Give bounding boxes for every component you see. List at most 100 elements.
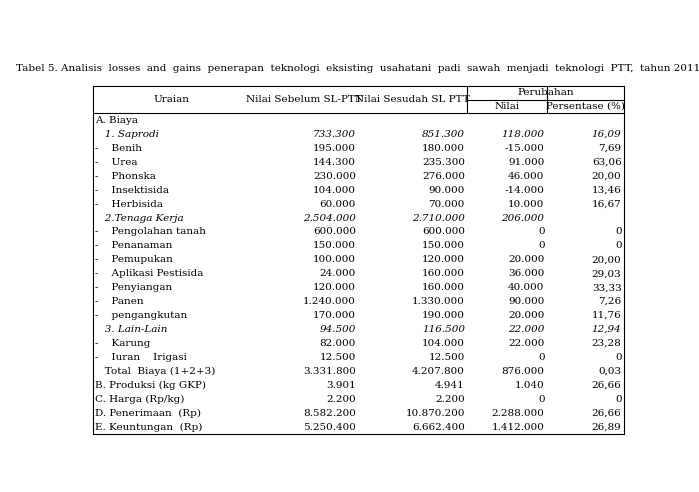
Text: 36.000: 36.000 xyxy=(508,269,545,278)
Text: 180.000: 180.000 xyxy=(422,144,465,153)
Text: -15.000: -15.000 xyxy=(505,144,545,153)
Text: 0: 0 xyxy=(538,353,545,362)
Text: 104.000: 104.000 xyxy=(422,339,465,348)
Text: -    Pemupukan: - Pemupukan xyxy=(95,255,173,264)
Text: 23,28: 23,28 xyxy=(592,339,621,348)
Text: -    Insektisida: - Insektisida xyxy=(95,185,169,195)
Text: E. Keuntungan  (Rp): E. Keuntungan (Rp) xyxy=(95,423,202,431)
Text: 82.000: 82.000 xyxy=(319,339,356,348)
Text: -    pengangkutan: - pengangkutan xyxy=(95,311,187,320)
Text: D. Penerimaan  (Rp): D. Penerimaan (Rp) xyxy=(95,409,201,418)
Text: 2.710.000: 2.710.000 xyxy=(412,214,465,222)
Text: 1.240.000: 1.240.000 xyxy=(303,297,356,306)
Text: 12.500: 12.500 xyxy=(319,353,356,362)
Text: 116.500: 116.500 xyxy=(422,325,465,334)
Text: -    Phonska: - Phonska xyxy=(95,172,156,181)
Text: 170.000: 170.000 xyxy=(313,311,356,320)
Text: 7,26: 7,26 xyxy=(598,297,621,306)
Text: 26,89: 26,89 xyxy=(592,423,621,431)
Text: 3.331.800: 3.331.800 xyxy=(303,367,356,376)
Text: 1.330.000: 1.330.000 xyxy=(412,297,465,306)
Text: 13,46: 13,46 xyxy=(592,185,621,195)
Text: -14.000: -14.000 xyxy=(505,185,545,195)
Text: 11,76: 11,76 xyxy=(592,311,621,320)
Text: 876.000: 876.000 xyxy=(502,367,545,376)
Text: 60.000: 60.000 xyxy=(319,200,356,209)
Text: 10.000: 10.000 xyxy=(508,200,545,209)
Text: 600.000: 600.000 xyxy=(422,227,465,237)
Text: -    Panen: - Panen xyxy=(95,297,143,306)
Text: C. Harga (Rp/kg): C. Harga (Rp/kg) xyxy=(95,395,185,404)
Text: -    Benih: - Benih xyxy=(95,144,142,153)
Text: -    Pengolahan tanah: - Pengolahan tanah xyxy=(95,227,206,237)
Text: 8.582.200: 8.582.200 xyxy=(303,409,356,418)
Text: Tabel 5. Analisis  losses  and  gains  penerapan  teknologi  eksisting  usahatan: Tabel 5. Analisis losses and gains pener… xyxy=(16,64,699,73)
Text: 46.000: 46.000 xyxy=(508,172,545,181)
Text: 20,00: 20,00 xyxy=(592,172,621,181)
Text: 120.000: 120.000 xyxy=(313,283,356,292)
Text: 0: 0 xyxy=(538,395,545,404)
Text: 2.504.000: 2.504.000 xyxy=(303,214,356,222)
Text: 20.000: 20.000 xyxy=(508,311,545,320)
Text: 24.000: 24.000 xyxy=(319,269,356,278)
Text: 10.870.200: 10.870.200 xyxy=(405,409,465,418)
Text: 2.288.000: 2.288.000 xyxy=(491,409,545,418)
Text: 0: 0 xyxy=(538,227,545,237)
Text: 600.000: 600.000 xyxy=(313,227,356,237)
Text: 94.500: 94.500 xyxy=(319,325,356,334)
Text: 150.000: 150.000 xyxy=(422,242,465,250)
Text: Nilai Sebelum SL-PTT: Nilai Sebelum SL-PTT xyxy=(246,95,362,104)
Text: Uraian: Uraian xyxy=(153,95,189,104)
Text: 104.000: 104.000 xyxy=(313,185,356,195)
Text: 1.412.000: 1.412.000 xyxy=(491,423,545,431)
Text: Nilai: Nilai xyxy=(494,102,519,111)
Text: 0,03: 0,03 xyxy=(598,367,621,376)
Text: 235.300: 235.300 xyxy=(422,158,465,167)
Text: Total  Biaya (1+2+3): Total Biaya (1+2+3) xyxy=(95,367,215,376)
Text: 70.000: 70.000 xyxy=(428,200,465,209)
Text: 0: 0 xyxy=(615,395,621,404)
Text: 12.500: 12.500 xyxy=(428,353,465,362)
Text: 2.200: 2.200 xyxy=(326,395,356,404)
Text: 118.000: 118.000 xyxy=(502,130,545,139)
Text: B. Produksi (kg GKP): B. Produksi (kg GKP) xyxy=(95,381,206,390)
Text: 16,09: 16,09 xyxy=(592,130,621,139)
Text: 160.000: 160.000 xyxy=(422,283,465,292)
Text: 22.000: 22.000 xyxy=(508,325,545,334)
Text: 0: 0 xyxy=(615,242,621,250)
Text: 851.300: 851.300 xyxy=(422,130,465,139)
Text: 190.000: 190.000 xyxy=(422,311,465,320)
Text: -    Aplikasi Pestisida: - Aplikasi Pestisida xyxy=(95,269,203,278)
Text: 91.000: 91.000 xyxy=(508,158,545,167)
Text: A. Biaya: A. Biaya xyxy=(95,116,138,125)
Text: 160.000: 160.000 xyxy=(422,269,465,278)
Text: 6.662.400: 6.662.400 xyxy=(412,423,465,431)
Text: 22.000: 22.000 xyxy=(508,339,545,348)
Text: 276.000: 276.000 xyxy=(422,172,465,181)
Text: 0: 0 xyxy=(538,242,545,250)
Text: Persentase (%): Persentase (%) xyxy=(546,102,625,111)
Text: 90.000: 90.000 xyxy=(508,297,545,306)
Text: -    Iuran    Irigasi: - Iuran Irigasi xyxy=(95,353,187,362)
Text: 144.300: 144.300 xyxy=(313,158,356,167)
Text: Perubahan: Perubahan xyxy=(517,88,574,97)
Text: 1.040: 1.040 xyxy=(514,381,545,390)
Text: 40.000: 40.000 xyxy=(508,283,545,292)
Text: 7,69: 7,69 xyxy=(598,144,621,153)
Text: 120.000: 120.000 xyxy=(422,255,465,264)
Text: 16,67: 16,67 xyxy=(592,200,621,209)
Text: 206.000: 206.000 xyxy=(502,214,545,222)
Text: Nilai Sesudah SL PTT: Nilai Sesudah SL PTT xyxy=(355,95,470,104)
Text: -    Karung: - Karung xyxy=(95,339,150,348)
Text: 2.200: 2.200 xyxy=(435,395,465,404)
Text: 20.000: 20.000 xyxy=(508,255,545,264)
Text: 20,00: 20,00 xyxy=(592,255,621,264)
Text: 26,66: 26,66 xyxy=(592,409,621,418)
Text: 3. Lain-Lain: 3. Lain-Lain xyxy=(95,325,167,334)
Text: 4.207.800: 4.207.800 xyxy=(412,367,465,376)
Text: 33,33: 33,33 xyxy=(592,283,621,292)
Text: -    Urea: - Urea xyxy=(95,158,138,167)
Text: 90.000: 90.000 xyxy=(428,185,465,195)
Text: 100.000: 100.000 xyxy=(313,255,356,264)
Text: 2.Tenaga Kerja: 2.Tenaga Kerja xyxy=(95,214,184,222)
